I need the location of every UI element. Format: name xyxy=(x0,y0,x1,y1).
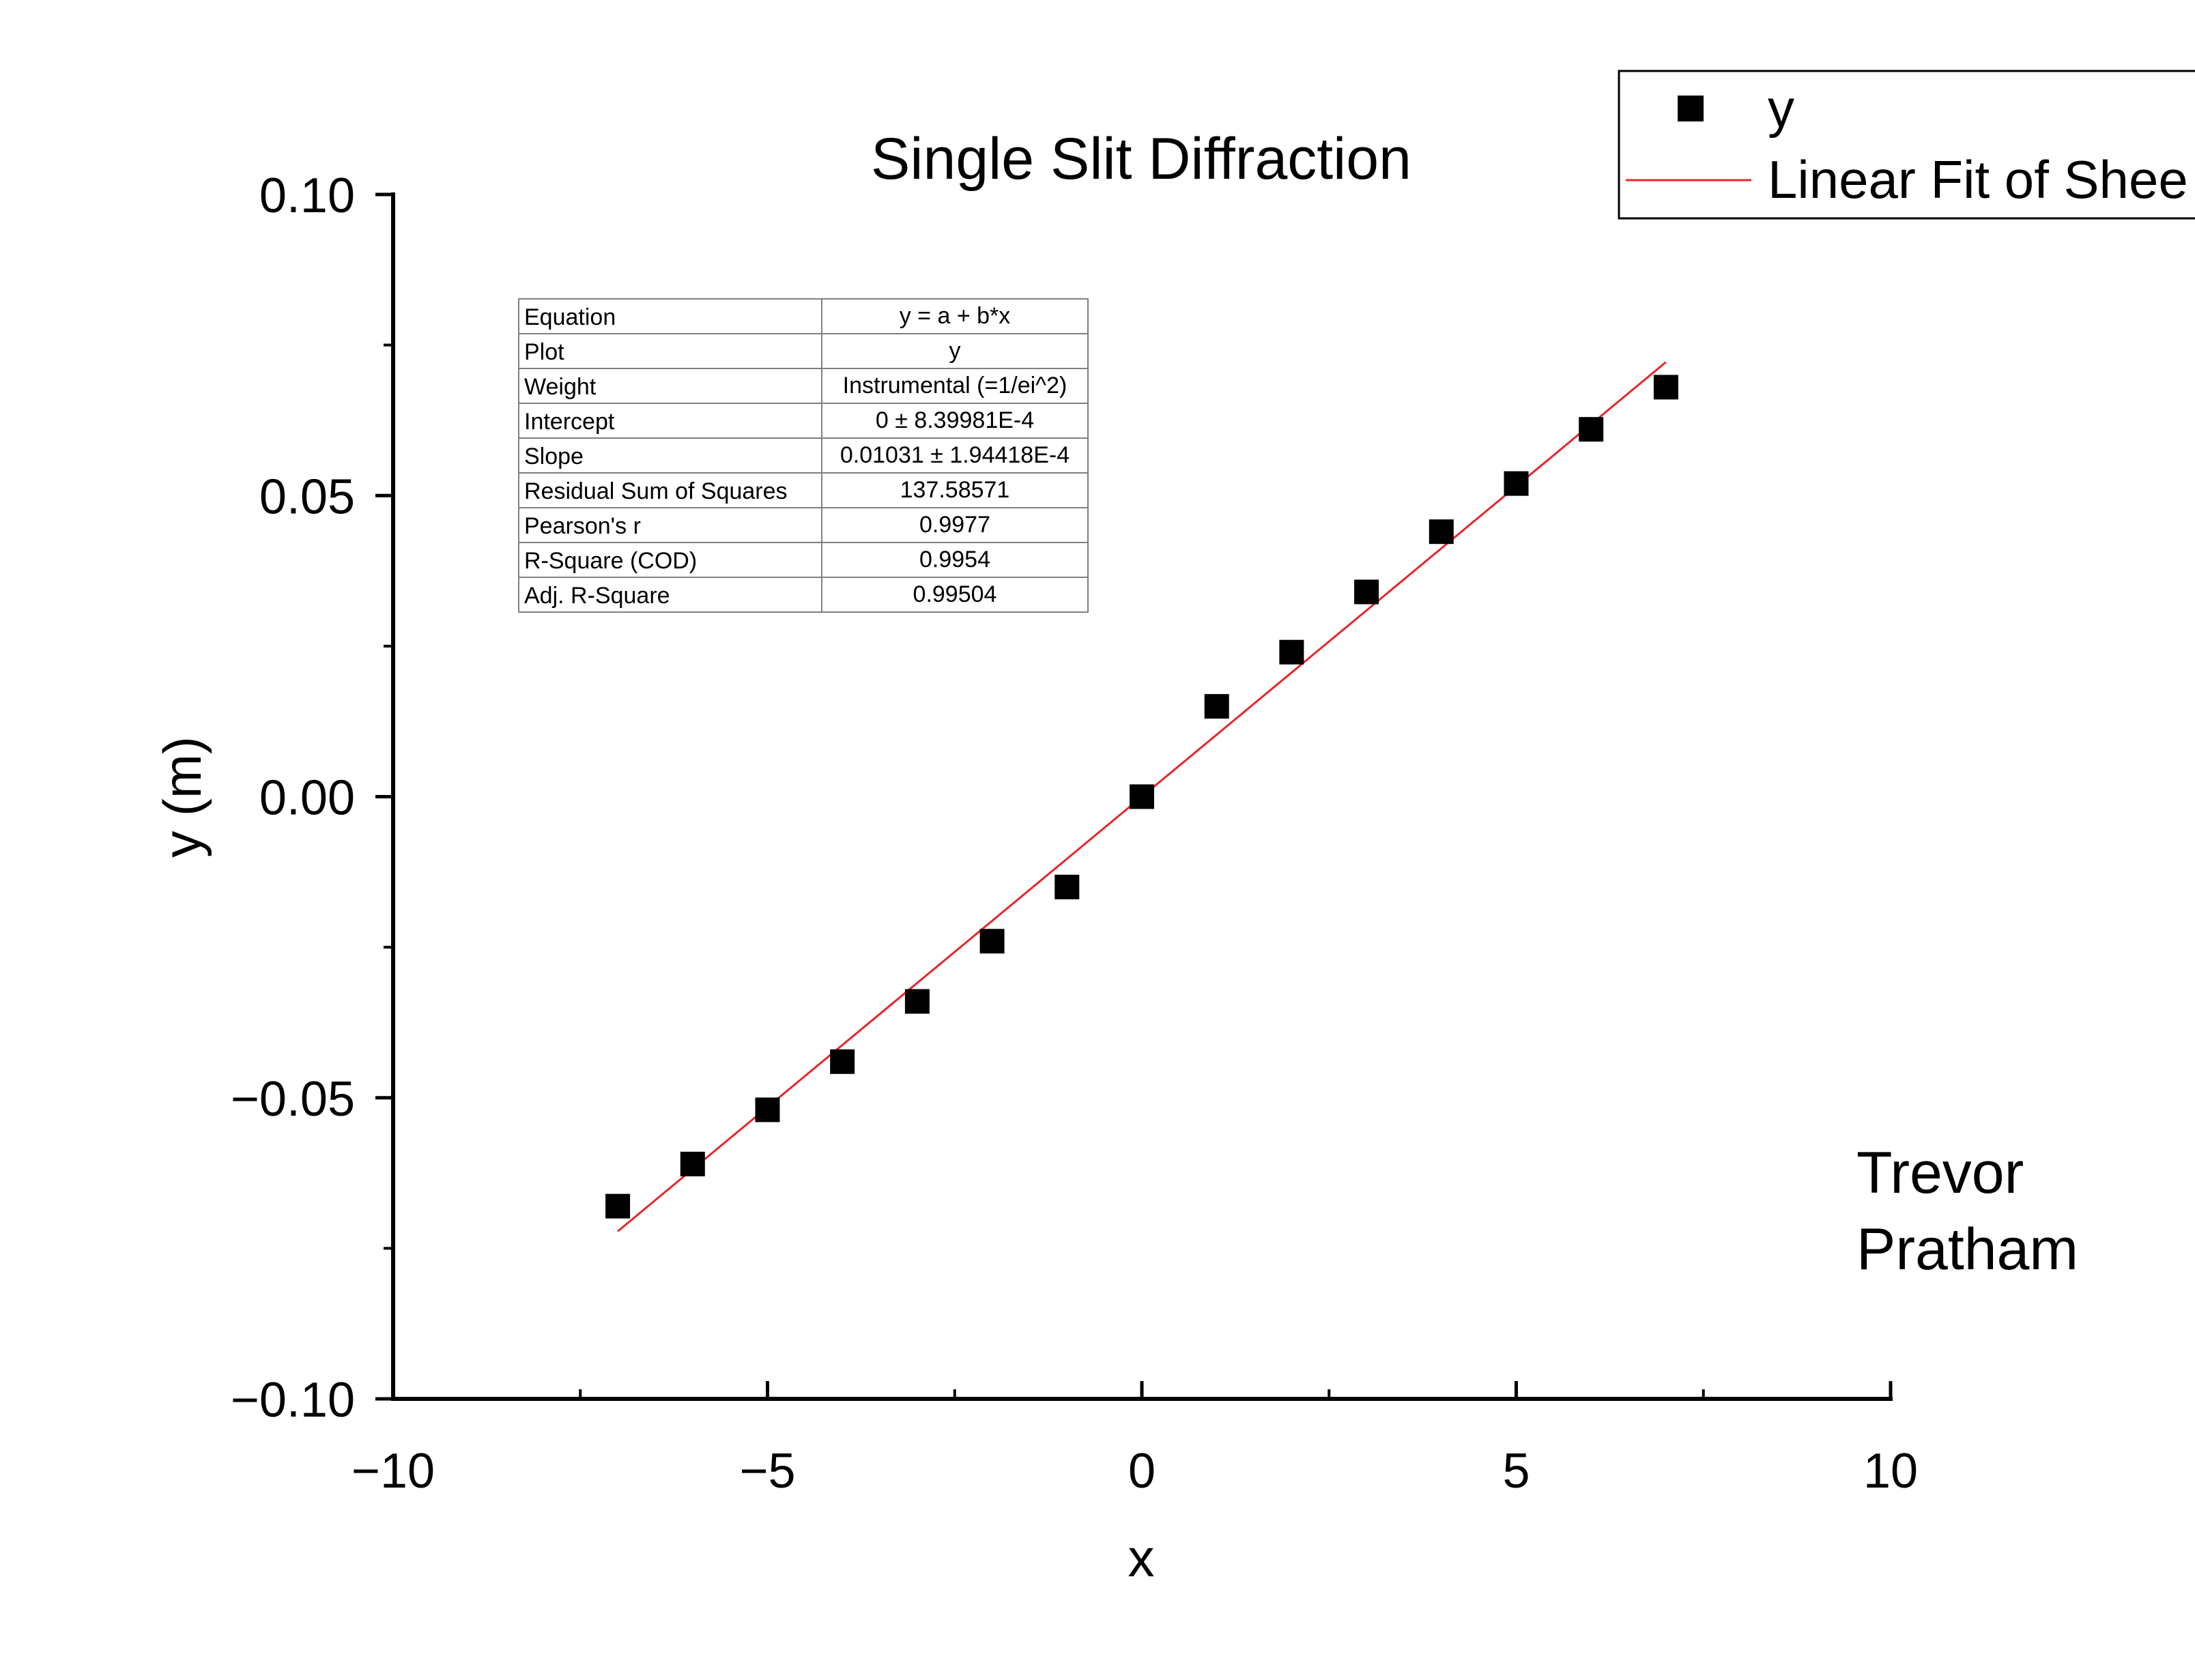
stats-cell-label-box xyxy=(518,472,822,508)
x-tick-label: 5 xyxy=(1502,1444,1530,1498)
x-tick-label: −10 xyxy=(352,1444,435,1498)
annotation-name-pratham: Pratham xyxy=(1856,1217,2078,1282)
stats-cell-label-box xyxy=(518,368,822,404)
data-point xyxy=(830,1049,855,1074)
stats-value: 0.9954 xyxy=(919,547,990,573)
stats-value: 0.9977 xyxy=(919,512,990,538)
stats-label: Pearson's r xyxy=(524,513,641,539)
stats-cell-value-box xyxy=(821,437,1089,474)
data-point xyxy=(680,1151,705,1176)
data-point xyxy=(1579,417,1604,442)
stats-value: 137.58571 xyxy=(900,477,1010,503)
data-point xyxy=(1429,519,1454,545)
y-tick-label: 0.05 xyxy=(259,469,355,524)
stats-cell-value-box xyxy=(821,472,1089,508)
stats-label: Plot xyxy=(524,339,564,365)
stats-cell-value-box xyxy=(821,403,1089,439)
stats-cell-label-box xyxy=(518,403,822,439)
stats-cell-label-box xyxy=(518,577,822,613)
y-tick-label: −0.10 xyxy=(231,1373,355,1428)
legend-label-fit: Linear Fit of Shee xyxy=(1768,149,2188,209)
plot-area xyxy=(605,361,1678,1232)
stats-cell-label-box xyxy=(518,298,822,334)
ticks: −10 −5 0 5 10 −0.10 −0.05 0.00 0.05 0.10 xyxy=(231,169,1918,1498)
stats-label: Equation xyxy=(524,304,616,330)
legend: y Linear Fit of Shee xyxy=(1618,70,2195,220)
stats-cell-value-box xyxy=(821,507,1089,543)
data-point xyxy=(979,929,1005,954)
legend-box xyxy=(1618,70,2195,220)
data-point xyxy=(1354,579,1379,605)
fit-stats-table: Equation y = a + b*x Plot y Weight Instrument… xyxy=(518,298,1089,613)
y-tick-label: 0.00 xyxy=(259,771,355,826)
data-point xyxy=(1279,639,1304,665)
y-tick-label: 0.10 xyxy=(259,169,355,223)
stats-cell-value-box xyxy=(821,577,1089,613)
data-point xyxy=(605,1193,631,1219)
stats-cell-value-box xyxy=(821,368,1089,404)
data-point xyxy=(904,989,930,1014)
data-point xyxy=(1204,694,1229,719)
legend-label-y: y xyxy=(1768,78,1794,139)
stats-label: Adj. R-Square xyxy=(524,583,670,609)
data-point xyxy=(1653,375,1678,400)
annotation-name-trevor: Trevor xyxy=(1856,1140,2024,1206)
stats-value: 0 ± 8.39981E-4 xyxy=(876,407,1034,433)
stats-label: Slope xyxy=(524,444,584,469)
stats-value: y = a + b*x xyxy=(900,303,1011,329)
stats-label: Residual Sum of Squares xyxy=(524,478,788,504)
stats-cell-label-box xyxy=(518,507,822,543)
stats-value: 0.01031 ± 1.94418E-4 xyxy=(840,442,1070,468)
stats-label: R-Square (COD) xyxy=(524,548,697,574)
stats-cell-label-box xyxy=(518,437,822,474)
stats-cell-value-box xyxy=(821,298,1089,334)
stats-cell-label-box xyxy=(518,542,822,578)
y-tick-label: −0.05 xyxy=(231,1072,355,1127)
stats-cell-value-box xyxy=(821,542,1089,578)
stats-value: 0.99504 xyxy=(913,581,997,607)
data-point xyxy=(755,1097,780,1123)
x-axis-title: x xyxy=(1128,1528,1155,1588)
stats-label: Weight xyxy=(524,374,597,400)
stats-cell-value-box xyxy=(821,333,1089,369)
x-tick-label: 0 xyxy=(1128,1444,1156,1498)
x-tick-label: −5 xyxy=(739,1444,795,1498)
stats-value: y xyxy=(949,338,961,364)
y-axis-title: y (m) xyxy=(152,736,212,858)
x-tick-label: 10 xyxy=(1863,1444,1918,1498)
data-point xyxy=(1130,784,1154,809)
stats-label: Intercept xyxy=(524,409,615,435)
data-point xyxy=(1504,471,1529,496)
data-point xyxy=(1055,874,1080,899)
stats-cell-label-box xyxy=(518,333,822,369)
stats-value: Instrumental (=1/ei^2) xyxy=(843,373,1067,399)
legend-marker-square xyxy=(1678,96,1704,121)
chart-title: Single Slit Diffraction xyxy=(871,126,1411,192)
